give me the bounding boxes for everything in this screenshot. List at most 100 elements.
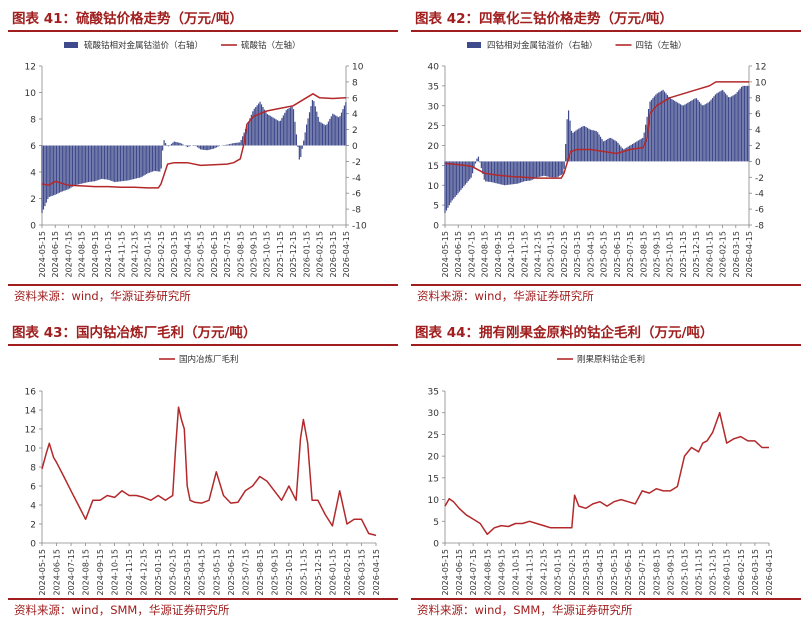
right-tick-label: 2 xyxy=(755,142,761,152)
premium-bar xyxy=(204,146,205,150)
premium-bar xyxy=(540,161,541,176)
premium-bar xyxy=(306,125,307,146)
premium-bar xyxy=(635,142,636,161)
left-tick-label: 6 xyxy=(30,142,36,152)
x-tick-label: 2026-02-15 xyxy=(719,231,728,278)
x-tick-label: 2026-03-15 xyxy=(732,231,741,278)
premium-bar xyxy=(322,123,323,145)
premium-bar xyxy=(331,116,332,145)
right-tick-label: 6 xyxy=(755,110,761,120)
premium-bar xyxy=(258,104,259,146)
x-tick-label: 2024-11-15 xyxy=(520,231,529,278)
x-tick-label: 2025-12-15 xyxy=(314,549,323,596)
premium-bar xyxy=(617,143,618,161)
premium-bar xyxy=(607,139,608,161)
x-tick-label: 2026-04-15 xyxy=(765,549,774,596)
premium-bar xyxy=(264,110,265,146)
premium-bar xyxy=(337,116,338,145)
premium-bar xyxy=(481,161,482,168)
premium-bar xyxy=(684,105,685,162)
premium-bar xyxy=(487,161,488,181)
x-tick-label: 2025-07-15 xyxy=(626,231,635,278)
premium-bar xyxy=(514,161,515,184)
premium-bar xyxy=(274,118,275,145)
premium-bar xyxy=(174,142,175,146)
premium-bar xyxy=(108,146,109,180)
premium-bar xyxy=(728,97,729,161)
premium-bar xyxy=(601,139,602,161)
premium-bar xyxy=(132,146,133,180)
premium-bar xyxy=(561,161,562,175)
x-tick-label: 2025-05-15 xyxy=(197,231,206,278)
premium-bar xyxy=(342,109,343,145)
x-tick-label: 2024-08-15 xyxy=(481,231,490,278)
left-tick-label: 16 xyxy=(25,388,37,398)
premium-bar xyxy=(242,136,243,145)
premium-bar xyxy=(105,146,106,180)
premium-bar xyxy=(300,146,301,158)
premium-bar xyxy=(172,143,173,146)
premium-bar xyxy=(523,161,524,181)
premium-bar xyxy=(466,161,467,182)
premium-bar xyxy=(501,161,502,184)
right-tick-label: -6 xyxy=(352,190,361,200)
left-tick-label: 0 xyxy=(433,540,439,550)
premium-bar xyxy=(721,91,722,162)
premium-bar xyxy=(47,146,48,200)
premium-bar xyxy=(200,146,201,150)
premium-bar xyxy=(91,146,92,182)
x-tick-label: 2024-10-15 xyxy=(511,549,520,596)
premium-bar xyxy=(629,146,630,162)
premium-bar xyxy=(75,146,76,186)
premium-bar xyxy=(84,146,85,184)
premium-bar xyxy=(136,146,137,179)
left-tick-label: 20 xyxy=(428,453,440,463)
premium-bar xyxy=(193,145,194,146)
premium-bar xyxy=(341,113,342,146)
premium-bar xyxy=(452,161,453,200)
x-tick-label: 2024-12-15 xyxy=(131,231,140,278)
premium-bar xyxy=(676,102,677,162)
premium-bar xyxy=(289,108,290,145)
right-tick-label: -6 xyxy=(755,206,764,216)
premium-bar xyxy=(140,146,141,178)
premium-bar xyxy=(712,98,713,161)
premium-bar xyxy=(485,161,486,181)
premium-bar xyxy=(85,146,86,183)
right-tick-label: 10 xyxy=(352,63,364,73)
premium-bar xyxy=(710,100,711,162)
premium-bar xyxy=(198,146,199,149)
x-tick-label: 2025-01-15 xyxy=(154,549,163,596)
premium-bar xyxy=(697,100,698,161)
x-tick-label: 2024-10-15 xyxy=(507,231,516,278)
premium-bar xyxy=(734,95,735,162)
premium-bar xyxy=(161,146,162,169)
premium-bar xyxy=(649,102,650,162)
premium-bar xyxy=(689,102,690,161)
premium-bar xyxy=(606,140,607,162)
premium-bar xyxy=(107,146,108,180)
x-tick-label: 2025-01-15 xyxy=(547,231,556,278)
premium-bar xyxy=(278,121,279,145)
premium-bar xyxy=(241,140,242,146)
premium-bar xyxy=(740,89,741,162)
x-tick-label: 2024-08-15 xyxy=(78,231,87,278)
premium-bar xyxy=(143,146,144,176)
premium-bar xyxy=(703,105,704,161)
premium-bar xyxy=(259,102,260,146)
left-tick-label: 30 xyxy=(428,102,440,112)
premium-bar xyxy=(539,161,540,176)
premium-bar xyxy=(556,161,557,177)
left-tick-label: 4 xyxy=(30,502,36,512)
premium-bar xyxy=(60,146,61,193)
x-tick-label: 2025-03-15 xyxy=(582,549,591,596)
premium-bar xyxy=(255,107,256,145)
x-tick-label: 2025-11-15 xyxy=(276,231,285,278)
premium-bar xyxy=(724,92,725,162)
premium-bar xyxy=(329,119,330,146)
premium-bar xyxy=(568,110,569,161)
premium-bar xyxy=(741,87,742,162)
premium-bar xyxy=(735,94,736,162)
premium-bar xyxy=(197,146,198,148)
premium-bar xyxy=(120,146,121,182)
